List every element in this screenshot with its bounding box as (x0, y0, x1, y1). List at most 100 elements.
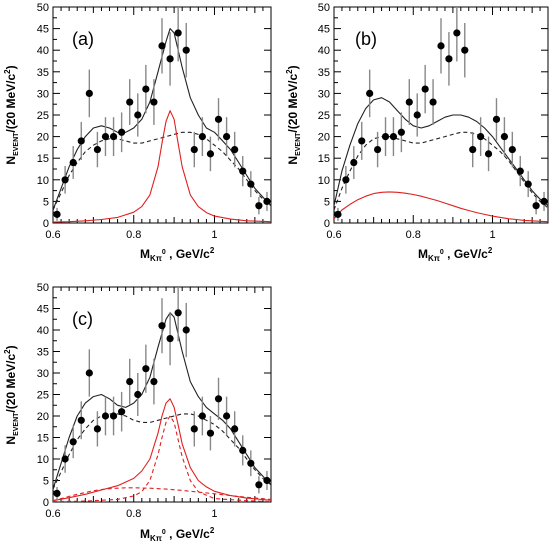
data-point (142, 365, 150, 373)
y-tick-label: 45 (37, 304, 49, 316)
y-tick-label: 50 (37, 2, 49, 14)
y-tick-label: 50 (318, 2, 330, 14)
y-tick-label: 20 (318, 132, 330, 144)
fit-curves (53, 312, 271, 502)
y-tick-label: 5 (324, 196, 330, 208)
data-point (334, 210, 342, 218)
data-point (389, 133, 398, 141)
chart-panel-2: 0 5 10 15 20 25 30 35 40 45 50 0.6 0.8 1 (b) MKπ0 , GeV… (285, 2, 549, 263)
data-point (508, 145, 516, 154)
panel-label: (c) (72, 309, 93, 329)
x-axis-label: MKπ0 , GeV/c2 (418, 246, 493, 263)
y-tick-label: 10 (318, 175, 330, 187)
data-point (53, 489, 61, 497)
y-tick-label: 25 (37, 390, 49, 402)
y-tick-label: 25 (318, 110, 330, 122)
x-axis-label: MKπ0 , GeV/c2 (140, 246, 215, 263)
data-points (53, 287, 271, 500)
x-tick-label: 0.8 (406, 229, 421, 241)
background-curve (53, 413, 271, 490)
data-point (85, 89, 93, 97)
x-tick-label: 0.6 (45, 229, 60, 241)
data-point (405, 98, 413, 106)
signal-curve (53, 110, 271, 223)
data-point (61, 455, 69, 463)
y-tick-label: 30 (318, 88, 330, 100)
data-point (263, 197, 271, 205)
x-tick-label: 0.6 (45, 508, 60, 520)
data-point (198, 133, 206, 141)
data-point (158, 42, 166, 50)
y-tick-label: 40 (37, 45, 49, 57)
data-point (540, 197, 548, 205)
data-point (101, 133, 110, 141)
chart-panel-1: 0 5 10 15 20 25 30 35 40 45 50 0.6 0.8 1 (a) MKπ0 , GeV… (3, 2, 272, 263)
data-point (239, 446, 247, 454)
y-tick-label: 35 (318, 67, 330, 79)
y-tick-label: 5 (43, 196, 49, 208)
data-point (366, 89, 374, 97)
data-point (373, 145, 382, 154)
data-point (77, 137, 85, 145)
y-tick-label: 45 (37, 24, 49, 36)
signal-curve (334, 191, 548, 223)
data-point (453, 29, 461, 37)
total-curve (53, 312, 271, 490)
data-point (93, 425, 102, 433)
y-axis-label: NEVENT/(20 MeV/c2) (285, 65, 302, 164)
x-tick-label: 0.8 (126, 508, 141, 520)
data-point (255, 481, 263, 489)
y-tick-label: 50 (37, 282, 49, 294)
data-point (222, 412, 231, 420)
data-point (484, 150, 493, 158)
signal-broad-curve (53, 487, 271, 502)
data-points (334, 7, 548, 221)
y-tick-label: 15 (37, 433, 49, 445)
y-tick-label: 0 (324, 218, 330, 230)
data-point (239, 167, 247, 175)
y-tick-label: 10 (37, 175, 49, 187)
y-tick-label: 0 (43, 218, 49, 230)
fit-curves (334, 97, 548, 223)
data-points (53, 7, 271, 221)
y-tick-label: 20 (37, 132, 49, 144)
y-axis-label: NEVENT/(20 MeV/c2) (3, 65, 20, 164)
data-point (492, 115, 501, 123)
data-point (93, 145, 102, 154)
data-point (190, 145, 198, 154)
data-point (118, 128, 126, 136)
data-point (263, 476, 271, 485)
background-curve (334, 131, 548, 211)
data-point (53, 210, 61, 218)
data-point (118, 408, 126, 416)
y-tick-label: 10 (37, 454, 49, 466)
y-tick-label: 0 (43, 497, 49, 509)
data-point (247, 180, 255, 188)
data-point (500, 133, 509, 141)
data-point (101, 412, 110, 420)
data-point (150, 98, 158, 106)
data-point (214, 395, 223, 403)
data-point (126, 378, 134, 386)
y-tick-label: 15 (318, 153, 330, 165)
data-point (134, 390, 142, 399)
total-curve (334, 97, 548, 207)
data-point (421, 85, 429, 93)
data-point (69, 438, 77, 446)
data-point (397, 128, 405, 136)
signal-narrow-curve (53, 415, 271, 502)
data-point (231, 425, 239, 433)
data-point (413, 111, 421, 119)
panel-label: (b) (355, 29, 377, 49)
data-point (381, 133, 390, 141)
x-tick-label: 0.8 (126, 229, 141, 241)
y-tick-label: 35 (37, 347, 49, 359)
data-point (206, 150, 215, 158)
chart-panel-3: 0 5 10 15 20 25 30 35 40 45 50 0.6 0.8 1 (c) MKπ0 , GeV… (3, 282, 272, 543)
data-point (182, 46, 190, 54)
data-point (222, 133, 231, 141)
data-point (69, 158, 77, 167)
data-point (166, 335, 174, 343)
data-point (174, 29, 182, 37)
